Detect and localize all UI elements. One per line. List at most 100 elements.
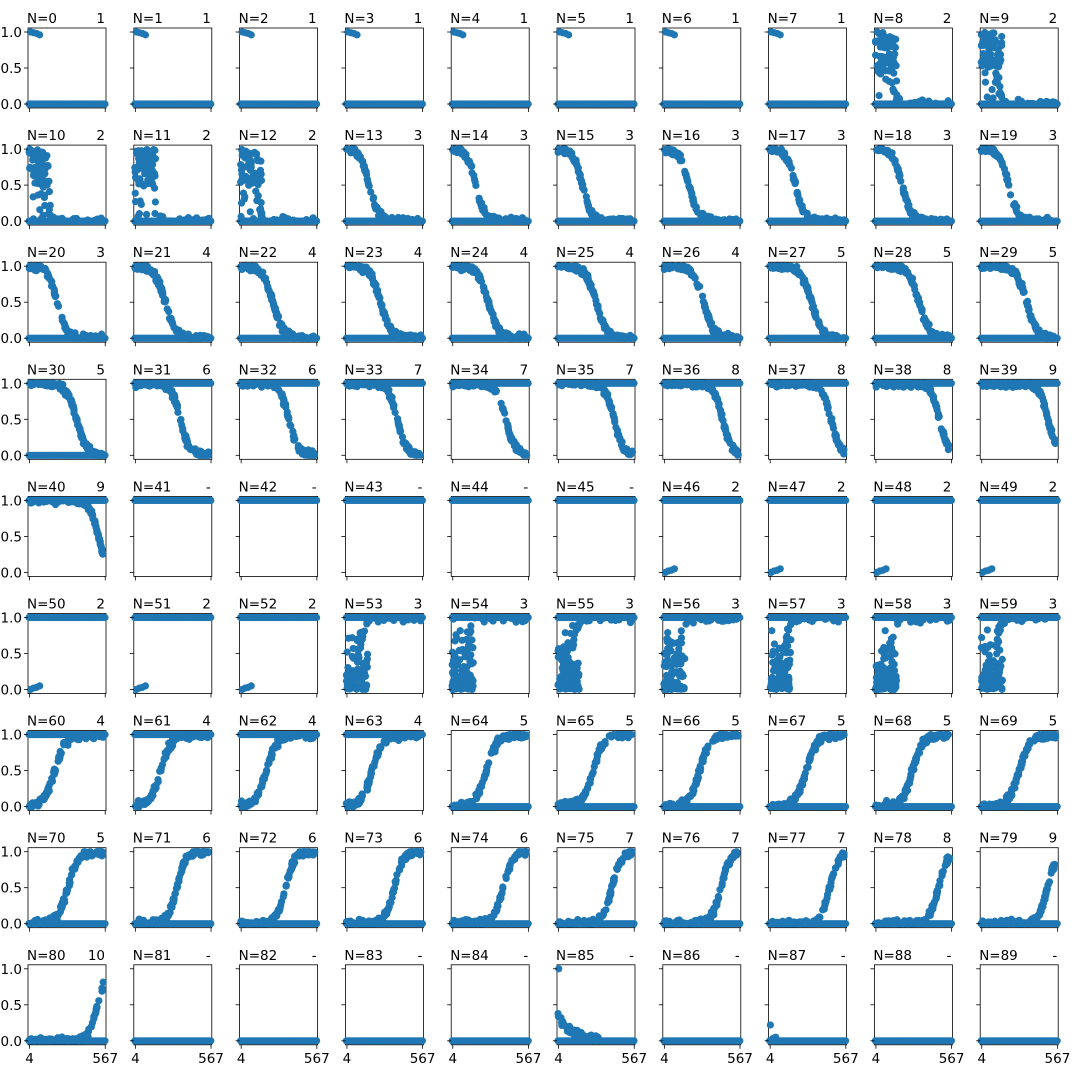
data-point: [207, 379, 215, 387]
data-point: [483, 296, 491, 304]
data-point: [1013, 208, 1021, 216]
data-point: [131, 198, 140, 206]
data-point: [900, 100, 908, 108]
data-point: [140, 263, 148, 271]
panel-count-label: 5: [943, 245, 952, 261]
data-point: [353, 31, 361, 39]
data-point: [38, 177, 46, 186]
data-point: [1010, 201, 1018, 209]
data-point: [37, 214, 46, 223]
data-point: [978, 263, 986, 272]
data-point: [36, 206, 44, 214]
data-point: [998, 32, 1006, 41]
panel-count-label: 4: [625, 245, 634, 261]
data-point: [506, 217, 514, 225]
panel: N=17 3: [764, 128, 850, 230]
data-point: [594, 303, 602, 311]
data-point: [912, 291, 920, 299]
panel-title: N=15: [556, 128, 595, 144]
data-point: [249, 215, 258, 223]
data-point: [139, 165, 147, 173]
panel: N=0 10.00.51.0: [1, 11, 109, 113]
data-point: [1017, 100, 1025, 108]
data-point: [980, 57, 988, 65]
panel-count-label: 3: [943, 128, 952, 144]
data-point: [830, 217, 838, 225]
data-point: [291, 435, 299, 443]
data-point: [566, 147, 574, 155]
data-point: [257, 157, 265, 165]
panel-frame: [662, 27, 742, 109]
data-point: [26, 163, 34, 171]
data-point: [165, 307, 173, 316]
data-point: [40, 191, 49, 199]
data-point: [73, 415, 81, 423]
data-point: [101, 100, 109, 108]
y-tick-label: 0.5: [1, 178, 22, 194]
data-point: [99, 333, 107, 342]
panel-title: N=10: [27, 128, 66, 144]
data-point: [47, 282, 56, 290]
data-point: [679, 262, 687, 270]
data-point: [250, 148, 259, 156]
data-point: [597, 217, 605, 225]
data-point: [139, 154, 147, 162]
panel-title: N=7: [768, 11, 798, 27]
data-point: [404, 217, 412, 225]
data-point: [313, 379, 321, 387]
panel-count-label: 2: [96, 128, 105, 144]
data-point: [662, 146, 670, 154]
data-point: [150, 184, 159, 192]
data-point: [183, 442, 191, 451]
panel-title: N=20: [27, 245, 66, 261]
data-point: [241, 193, 249, 201]
data-point: [606, 215, 614, 223]
data-point: [884, 56, 892, 64]
data-point: [151, 146, 159, 154]
panel-count-label: 5: [96, 362, 105, 378]
data-point: [981, 78, 990, 86]
y-tick-label: 0.5: [1, 412, 22, 428]
data-point: [729, 332, 737, 340]
data-point: [922, 100, 930, 108]
y-tick-label: 0.0: [1, 331, 22, 347]
data-point: [160, 216, 168, 225]
data-point: [36, 163, 44, 172]
panel-title: N=0: [27, 11, 57, 27]
panel: N=16 3: [658, 128, 744, 230]
panel: N=20 30.00.51.0: [1, 245, 109, 347]
data-point: [877, 70, 885, 78]
data-point: [31, 179, 39, 187]
data-point: [47, 379, 55, 387]
panel: N=2 1: [235, 11, 321, 112]
data-point: [878, 53, 886, 61]
y-tick-label: 0.0: [1, 448, 22, 464]
data-point: [474, 269, 482, 277]
panel-count-label: 1: [96, 11, 105, 27]
data-point: [299, 217, 307, 225]
data-point: [1012, 100, 1020, 108]
data-point: [981, 32, 990, 40]
data-point: [997, 263, 1005, 271]
data-point: [925, 320, 933, 329]
data-point: [1025, 307, 1033, 315]
data-point: [879, 63, 887, 72]
panel-title: N=14: [450, 128, 489, 144]
data-point: [936, 216, 944, 224]
data-point: [165, 314, 174, 322]
data-point: [989, 94, 997, 102]
data-point: [238, 145, 246, 154]
data-point: [361, 168, 370, 176]
data-point: [237, 212, 245, 221]
panel-frame: [768, 27, 847, 109]
data-point: [892, 97, 900, 105]
data-point: [920, 216, 928, 225]
panel-title: N=13: [344, 128, 383, 144]
data-point: [727, 216, 736, 224]
data-point: [704, 315, 713, 323]
data-point: [195, 451, 203, 459]
data-point: [990, 58, 998, 66]
data-point: [29, 193, 37, 201]
data-point: [397, 334, 405, 342]
data-point: [688, 271, 697, 280]
